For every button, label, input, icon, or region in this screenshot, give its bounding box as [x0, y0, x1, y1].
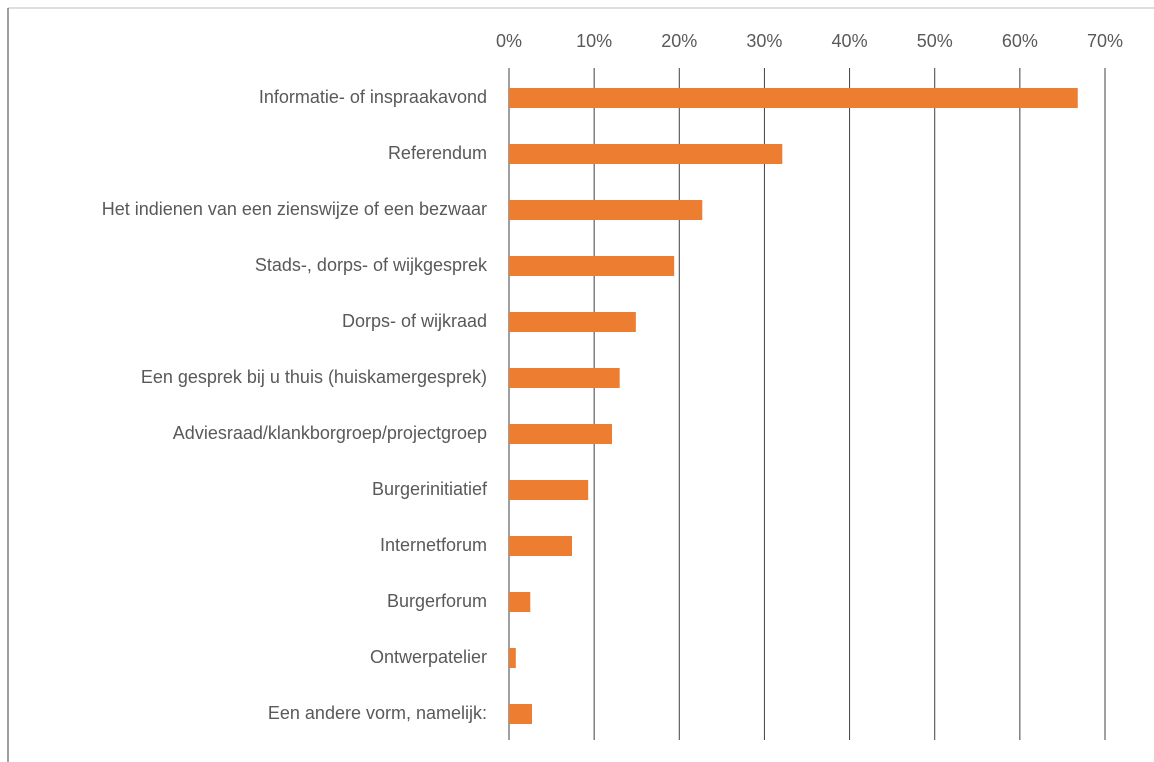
bar [509, 648, 516, 668]
bar [509, 144, 783, 164]
category-label: Referendum [388, 143, 487, 163]
category-label: Informatie- of inspraakavond [259, 87, 487, 107]
x-tick-label: 0% [496, 31, 522, 51]
category-label: Dorps- of wijkraad [342, 311, 487, 331]
bar [509, 312, 636, 332]
category-label: Een gesprek bij u thuis (huiskamergespre… [141, 367, 487, 387]
category-label: Stads-, dorps- of wijkgesprek [255, 255, 488, 275]
bar [509, 424, 613, 444]
category-label: Ontwerpatelier [370, 647, 487, 667]
bar [509, 704, 532, 724]
x-tick-label: 50% [917, 31, 953, 51]
category-label: Een andere vorm, namelijk: [268, 703, 487, 723]
bar [509, 368, 620, 388]
bar [509, 480, 589, 500]
category-label: Adviesraad/klankborgroep/projectgroep [173, 423, 487, 443]
bar [509, 88, 1078, 108]
bar [509, 592, 531, 612]
x-tick-label: 10% [576, 31, 612, 51]
category-label: Burgerinitiatief [372, 479, 488, 499]
category-label: Het indienen van een zienswijze of een b… [102, 199, 487, 219]
x-tick-label: 30% [746, 31, 782, 51]
category-label: Burgerforum [387, 591, 487, 611]
x-tick-label: 40% [832, 31, 868, 51]
category-label: Internetforum [380, 535, 487, 555]
x-tick-label: 70% [1087, 31, 1123, 51]
bar [509, 256, 675, 276]
x-tick-label: 20% [661, 31, 697, 51]
bar [509, 536, 573, 556]
x-tick-label: 60% [1002, 31, 1038, 51]
bar [509, 200, 703, 220]
